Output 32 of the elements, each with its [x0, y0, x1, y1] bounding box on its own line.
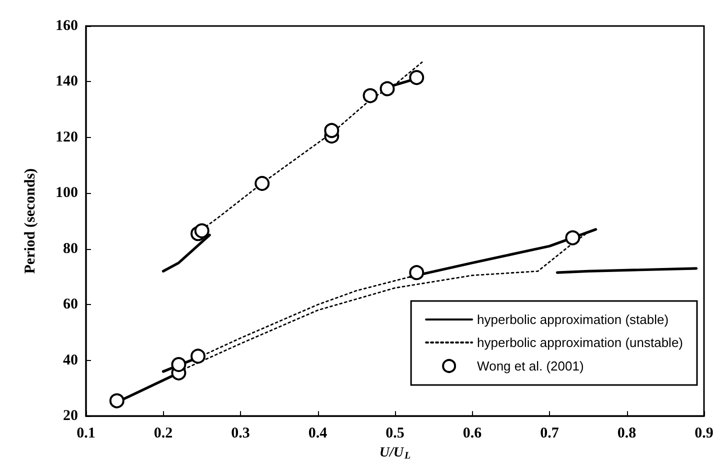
- y-tick-label: 20: [63, 408, 78, 424]
- point: [380, 81, 395, 96]
- point: [171, 357, 186, 372]
- point: [190, 348, 206, 364]
- x-tick-label: 0.7: [540, 426, 560, 442]
- x-tick-label: 0.8: [617, 426, 636, 442]
- y-axis-title: Period (seconds): [22, 168, 38, 274]
- legend-label: Wong et al. (2001): [477, 358, 584, 374]
- y-tick-label: 160: [56, 18, 78, 34]
- point: [362, 88, 378, 104]
- y-tick-label: 80: [63, 240, 78, 257]
- point: [194, 223, 210, 238]
- x-tick-label: 0.6: [462, 426, 482, 442]
- y-tick-label: 100: [56, 185, 78, 202]
- x-tick-label: 0.4: [308, 426, 328, 442]
- x-tick-label: 0.2: [154, 426, 173, 442]
- point: [254, 176, 270, 191]
- y-tick-label: 120: [56, 129, 78, 146]
- y-tick-label: 60: [63, 296, 78, 313]
- legend-label: hyperbolic approximation (stable): [477, 312, 669, 327]
- x-tick-label: 0.3: [231, 426, 250, 442]
- point: [109, 393, 124, 408]
- point: [565, 230, 580, 246]
- legend-label: hyperbolic approximation (unstable): [477, 335, 684, 350]
- point: [409, 265, 424, 280]
- point: [409, 70, 424, 86]
- y-tick-label: 140: [56, 74, 78, 90]
- x-tick-label: 0.9: [694, 426, 714, 442]
- x-tick-label: 0.5: [386, 426, 404, 442]
- point: [324, 122, 340, 138]
- x-tick-label: 0.1: [76, 426, 96, 442]
- y-tick-label: 40: [63, 352, 78, 368]
